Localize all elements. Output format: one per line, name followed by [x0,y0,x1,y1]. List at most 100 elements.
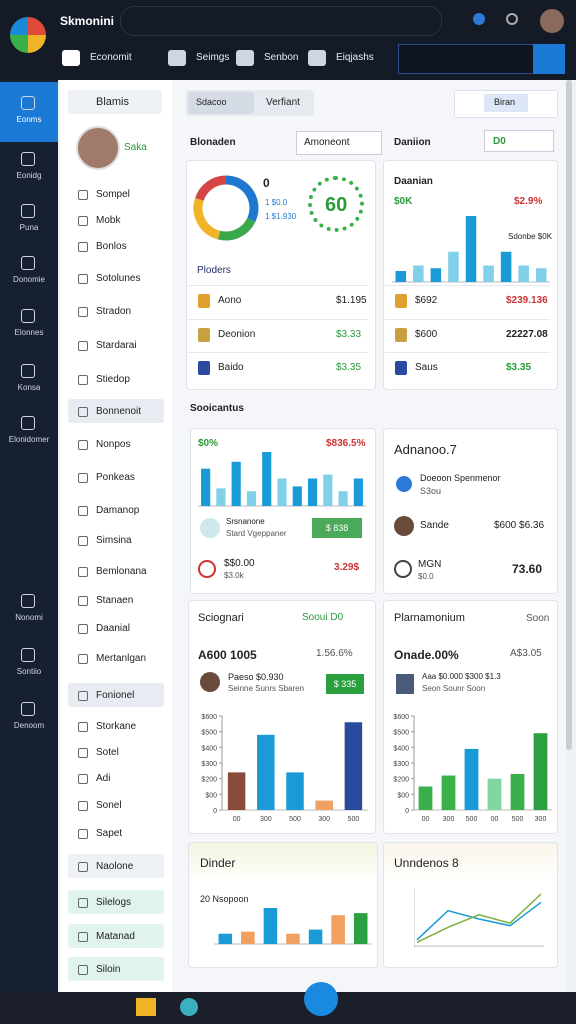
sidebar-icon [78,375,88,385]
sidebar-item: Stradon [96,306,132,317]
sidebar-item: Silelogs [96,897,132,908]
y-tick-label: $00 [397,792,409,799]
y-tick-label: $00 [205,792,217,799]
sidebar-icon [78,307,88,317]
taskbar-icon[interactable] [136,998,156,1016]
row-label: Baido [218,362,244,373]
sidebar-icon [78,748,88,758]
section-title: Sooicantus [190,403,244,414]
bar [418,786,433,810]
text: Paeso $0.930 [228,672,284,682]
rail-item: Elonidomer [8,435,50,444]
sidebar-item: Sapet [96,828,123,839]
sidebar-highlight [68,683,164,707]
avatar[interactable] [540,9,564,33]
sidebar-icon [78,341,88,351]
donut-segment [195,175,227,202]
y-tick-label: 0 [213,808,217,815]
text: Srsnanone [226,517,265,526]
bar-chart [392,216,550,283]
bar-chart: 0 $00 $200 $300 $400 $500 $600 00 300 500 300 500 [201,714,368,823]
nav-icon [168,50,186,66]
bar [483,265,494,282]
logo[interactable] [10,17,46,53]
tab[interactable]: Sdacoo [196,97,227,107]
search-button[interactable] [533,44,565,74]
tab[interactable]: Verfiant [266,97,300,108]
button[interactable]: $ 838 [312,518,362,538]
x-tick-label: 500 [512,816,524,823]
row-divider [188,319,368,320]
value: A$3.05 [510,648,542,659]
select[interactable] [296,131,382,155]
sidebar-highlight [68,957,164,981]
scrollbar[interactable] [566,80,572,750]
rail-icon [21,702,35,716]
value: Onade.00% [394,648,459,662]
toolbar-button[interactable] [484,94,528,112]
nav-icon [308,50,326,66]
badge[interactable]: D0 [484,130,554,152]
rail-icon [21,309,35,323]
sidebar-item: Stardarai [96,340,137,351]
sidebar-item: Sompel [96,189,130,200]
nav-icon [62,50,80,66]
row-label: Deonion [218,329,256,340]
value: 3.29$ [334,562,360,573]
select-text[interactable]: Amoneont [304,137,350,148]
bar [292,486,302,506]
badge: Soon [526,613,550,624]
sidebar-item: Sotel [96,747,119,758]
rail-item: Denoom [13,721,45,730]
bar [262,452,272,506]
card-title: Dinder [200,856,236,870]
icon [200,518,220,538]
bar [263,908,278,944]
notify-icon[interactable] [473,13,485,25]
row-icon [198,361,210,375]
rail-icon [21,648,35,662]
bar [344,722,363,810]
row-icon [198,328,210,342]
text: $3.0k [224,571,244,580]
row-divider [385,319,550,320]
bar [465,216,477,282]
donut-segment [193,197,221,240]
bar [487,778,502,810]
card-title: Plarnamonium [394,612,465,624]
bar-chart: 0 $00 $200 $300 $400 $500 $600 00 300 500 00 500 300 [393,714,552,823]
button[interactable]: $ 335 [326,674,364,694]
nav-item: Economit [90,52,132,63]
legend: Sdonbe $0K [508,232,553,241]
card-title: Sciognari [198,612,244,624]
value: 1.56.6% [316,648,353,659]
icon [198,560,216,578]
tab-active[interactable] [188,92,254,114]
text: S3ou [420,486,442,496]
settings-icon[interactable] [506,13,518,25]
card-title: Adnanoo.7 [394,442,457,457]
row-label: $600 [415,329,438,340]
sidebar-icon [78,691,88,701]
bar [246,491,257,506]
nav-search[interactable] [398,44,534,74]
line [416,901,542,941]
sidebar-search[interactable] [68,90,162,114]
rail-icon [21,256,35,270]
search[interactable] [120,6,442,36]
fab[interactable] [304,982,338,1016]
value: 73.60 [512,562,543,576]
toolbar-button-text[interactable]: Biran [494,97,516,107]
bar [353,478,363,506]
profile-name: Saka [124,142,147,153]
sidebar-icon [78,829,88,839]
taskbar-icon[interactable] [180,998,198,1016]
card [190,428,376,594]
card-title: Unndenos 8 [394,856,459,870]
nav-icon [236,50,254,66]
rail-item: Donomie [12,275,45,284]
rail-item: Puna [19,223,39,232]
text: Sande [420,520,449,531]
sidebar-icon [78,774,88,784]
sidebar-item: Matanad [96,931,135,942]
